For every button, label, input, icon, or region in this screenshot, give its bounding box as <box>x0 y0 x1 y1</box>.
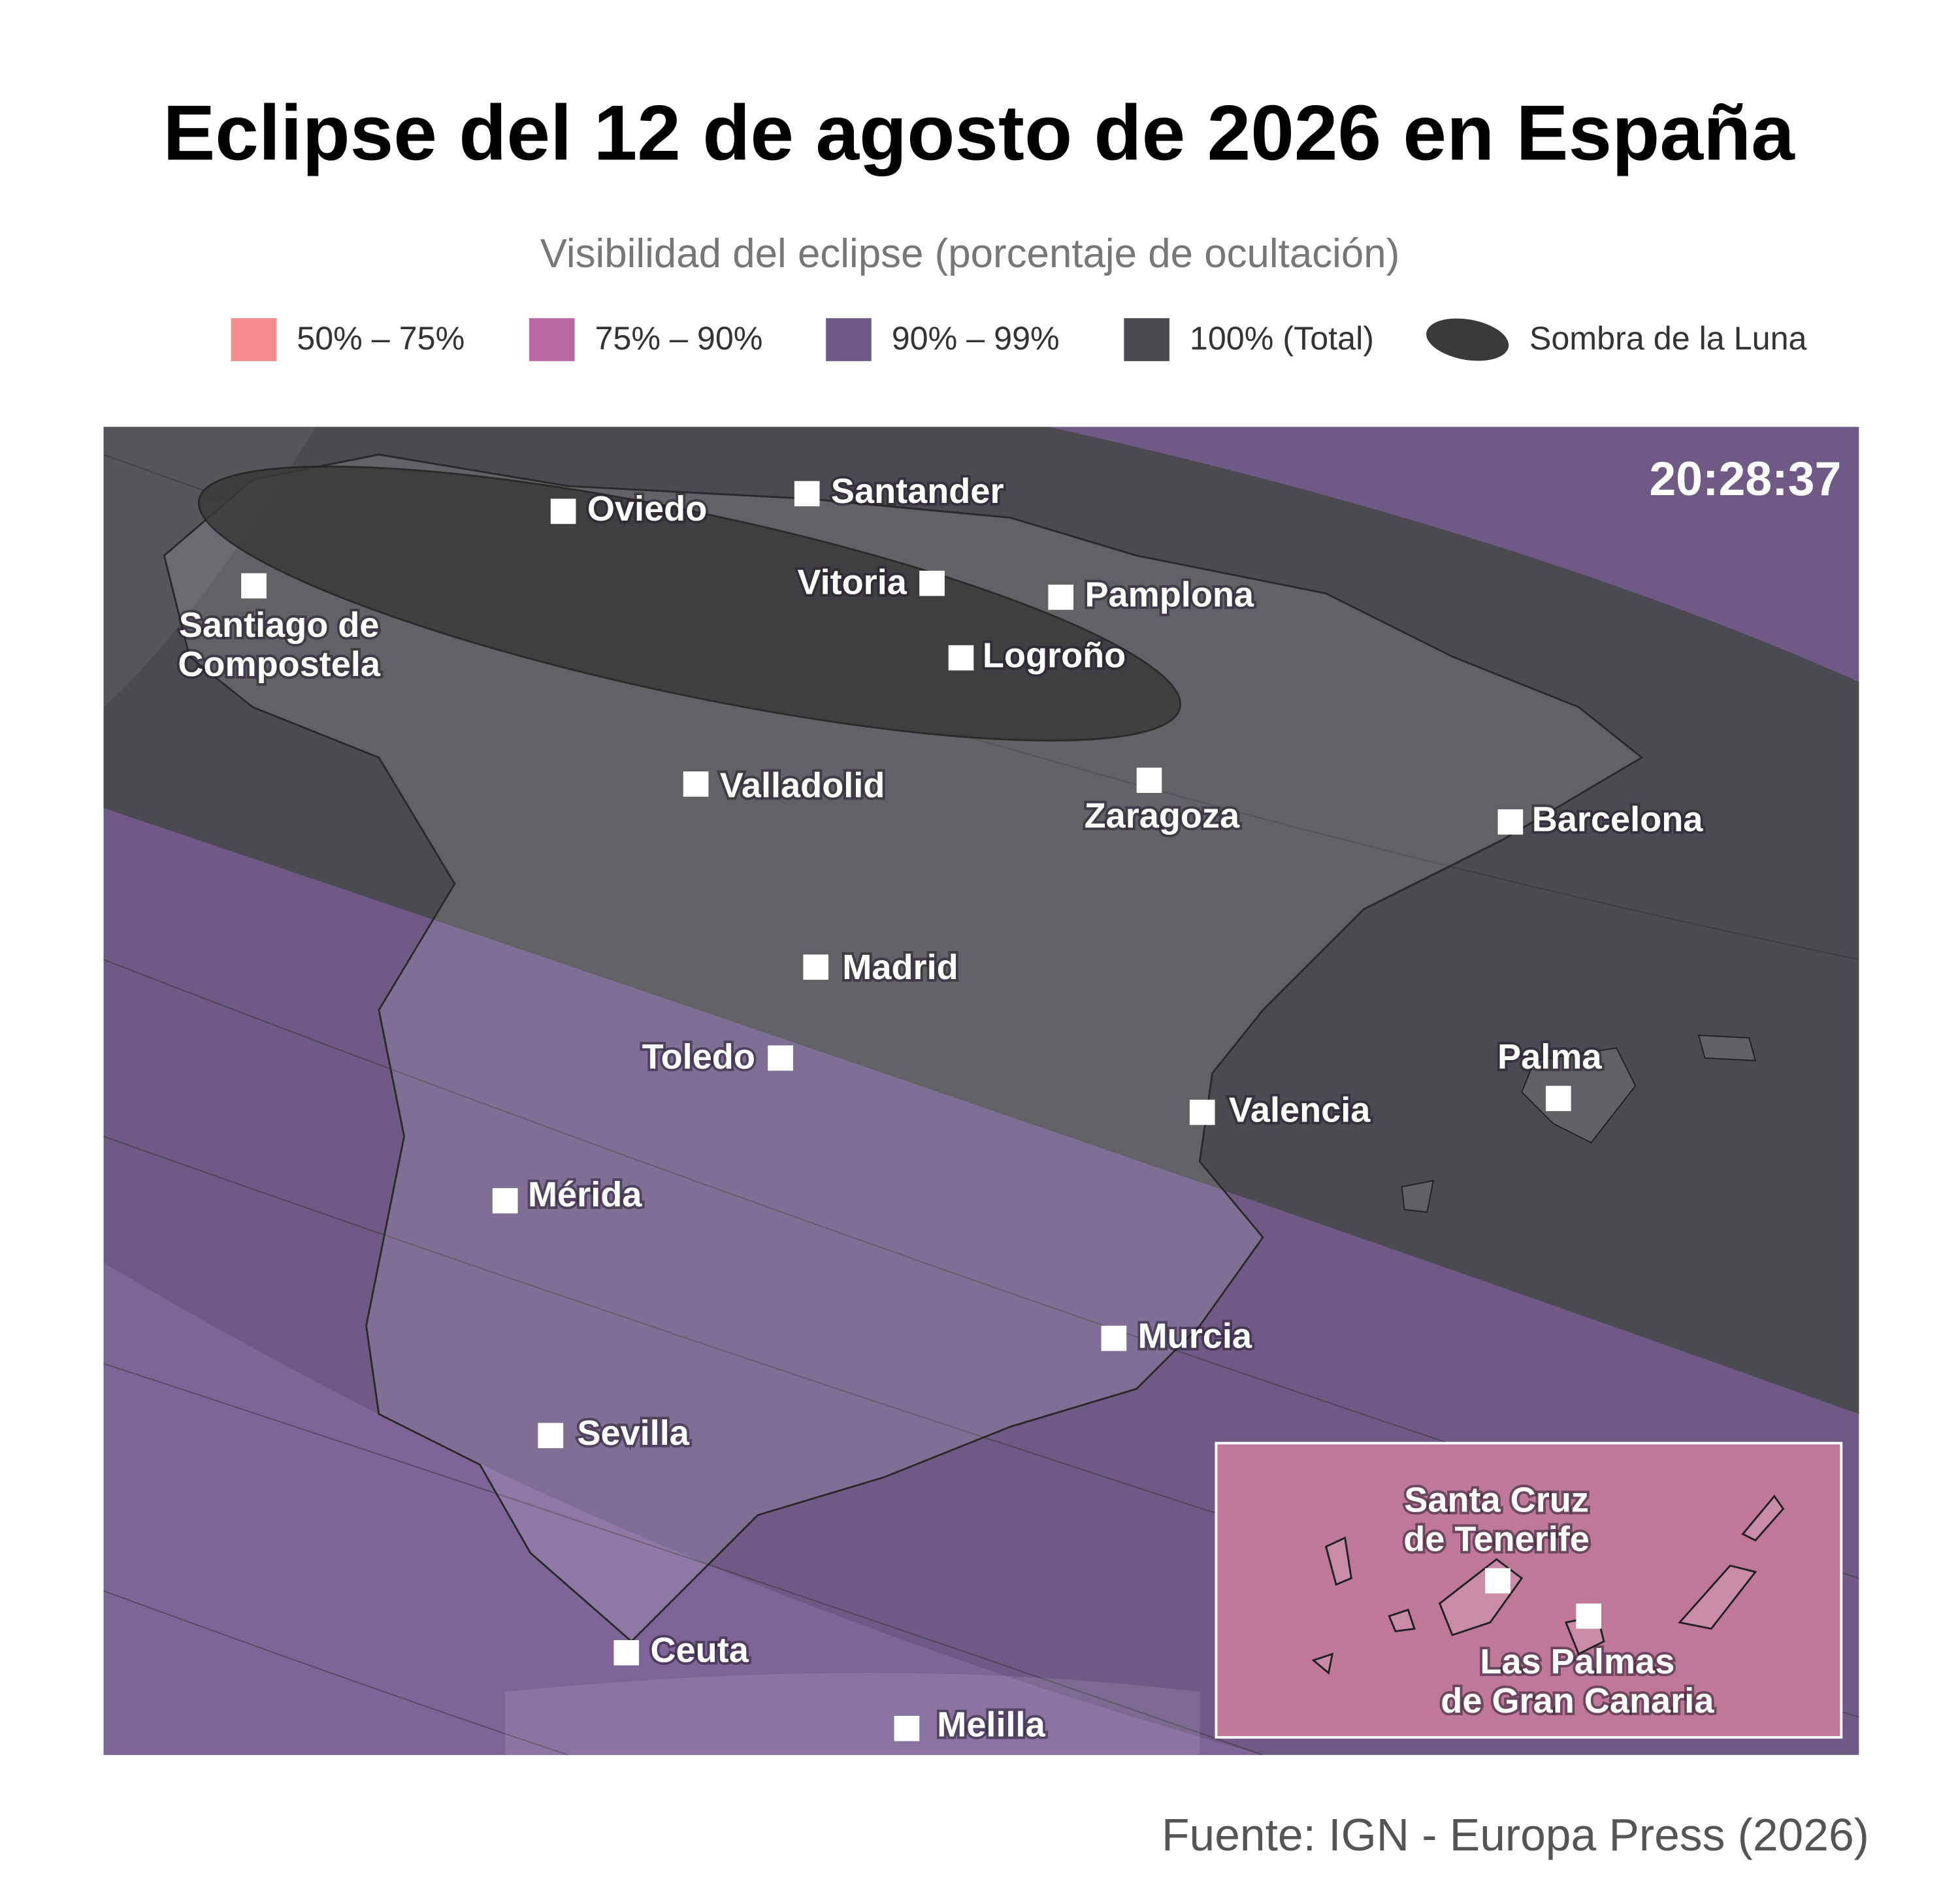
city-label: Zaragoza <box>1085 796 1240 835</box>
legend-swatch <box>1426 318 1509 361</box>
city-label: Melilla <box>937 1705 1045 1745</box>
canarias-inset <box>1215 1442 1843 1739</box>
city-label: Ceuta <box>650 1631 749 1670</box>
city-label: Valladolid <box>720 766 885 805</box>
mallorca <box>1521 1047 1637 1144</box>
legend-label: 90% – 99% <box>892 320 1060 357</box>
city-marker <box>538 1423 564 1449</box>
city-label: Vitoria <box>797 562 907 602</box>
ibiza <box>1401 1180 1435 1213</box>
city-label: Las Palmas <box>1480 1642 1674 1681</box>
source: Fuente: IGN - Europa Press (2026) <box>1162 1809 1869 1860</box>
map <box>103 427 1859 1755</box>
city-marker <box>1101 1325 1127 1351</box>
city-marker <box>241 573 267 599</box>
city-label: Madrid <box>842 948 958 987</box>
city-label: Toledo <box>642 1037 755 1076</box>
city-label: Mérida <box>528 1175 642 1214</box>
legend-label: 100% (Total) <box>1190 320 1374 357</box>
city-marker <box>1576 1603 1602 1629</box>
legend-swatch <box>529 318 575 361</box>
city-label: de Tenerife <box>1403 1520 1590 1559</box>
city-label: Santa Cruz <box>1404 1481 1589 1520</box>
city-marker <box>492 1187 518 1214</box>
band-total <box>103 427 1859 1414</box>
legend-swatch <box>1124 318 1169 361</box>
city-marker <box>948 645 974 671</box>
legend-label: 75% – 90% <box>595 320 762 357</box>
city-marker <box>550 498 576 524</box>
city-label: de Gran Canaria <box>1441 1681 1714 1720</box>
city-marker <box>919 570 945 596</box>
city-marker <box>1048 585 1074 610</box>
subtitle: Visibilidad del eclipse (porcentaje de o… <box>540 231 1400 276</box>
moon-shadow <box>197 465 1182 742</box>
menorca <box>1697 1035 1757 1061</box>
legend-label: 50% – 75% <box>297 320 465 357</box>
city-label: Sevilla <box>577 1413 689 1453</box>
city-label: Palma <box>1497 1037 1602 1076</box>
city-marker <box>768 1045 793 1071</box>
city-marker <box>803 954 829 980</box>
band-outer <box>103 1263 1263 1755</box>
city-label: Compostela <box>178 645 381 684</box>
iberia <box>163 453 1644 1643</box>
city-marker <box>1497 809 1524 835</box>
city-label: Barcelona <box>1532 800 1704 839</box>
city-label: Santiago de <box>179 605 380 645</box>
city-marker <box>1545 1086 1571 1112</box>
city-marker <box>683 771 709 797</box>
city-marker <box>1485 1568 1511 1594</box>
legend: 50% – 75% 75% – 90% 90% – 99% 100% (Total) S… <box>231 318 1807 361</box>
city-marker <box>1189 1099 1215 1125</box>
legend-swatch <box>826 318 872 361</box>
time: 20:28:37 <box>1649 452 1841 506</box>
legend-label: Sombra de la Luna <box>1529 320 1807 357</box>
legend-swatch <box>231 318 277 361</box>
title: Eclipse del 12 de agosto de 2026 en Espa… <box>163 89 1795 176</box>
city-label: Logroño <box>983 636 1126 675</box>
city-marker <box>794 481 820 507</box>
city-marker <box>1136 767 1162 793</box>
city-label: Oviedo <box>587 489 707 528</box>
city-label: Santander <box>831 472 1004 511</box>
city-marker <box>613 1639 640 1666</box>
city-marker <box>894 1715 920 1741</box>
city-label: Valencia <box>1229 1090 1371 1129</box>
africa <box>505 1673 1200 1755</box>
city-label: Pamplona <box>1085 575 1254 615</box>
city-label: Murcia <box>1138 1316 1252 1355</box>
